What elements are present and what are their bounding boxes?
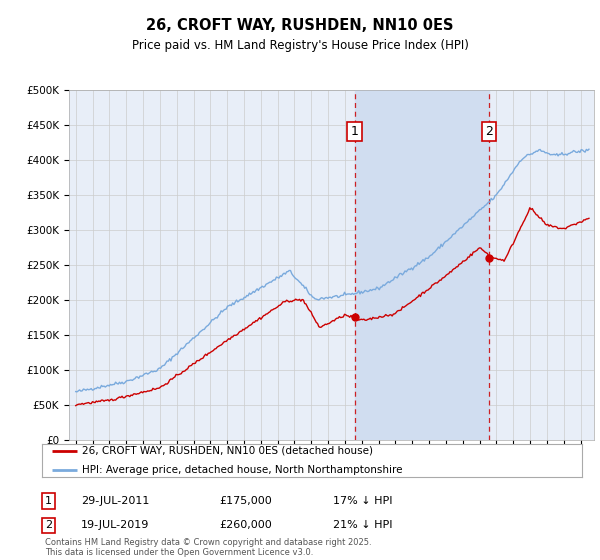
Text: 26, CROFT WAY, RUSHDEN, NN10 0ES: 26, CROFT WAY, RUSHDEN, NN10 0ES	[146, 18, 454, 33]
Text: 1: 1	[45, 496, 52, 506]
Text: £175,000: £175,000	[219, 496, 272, 506]
Text: HPI: Average price, detached house, North Northamptonshire: HPI: Average price, detached house, Nort…	[83, 465, 403, 475]
Text: 1: 1	[350, 125, 358, 138]
Bar	[355, 90, 489, 440]
Text: 17% ↓ HPI: 17% ↓ HPI	[333, 496, 392, 506]
Text: Contains HM Land Registry data © Crown copyright and database right 2025.
This d: Contains HM Land Registry data © Crown c…	[45, 538, 371, 557]
Text: 2: 2	[45, 520, 52, 530]
Text: 19-JUL-2019: 19-JUL-2019	[81, 520, 149, 530]
Text: Price paid vs. HM Land Registry's House Price Index (HPI): Price paid vs. HM Land Registry's House …	[131, 39, 469, 52]
Text: 29-JUL-2011: 29-JUL-2011	[81, 496, 149, 506]
Text: 21% ↓ HPI: 21% ↓ HPI	[333, 520, 392, 530]
Text: £260,000: £260,000	[219, 520, 272, 530]
Text: 2: 2	[485, 125, 493, 138]
Text: 26, CROFT WAY, RUSHDEN, NN10 0ES (detached house): 26, CROFT WAY, RUSHDEN, NN10 0ES (detach…	[83, 446, 373, 456]
